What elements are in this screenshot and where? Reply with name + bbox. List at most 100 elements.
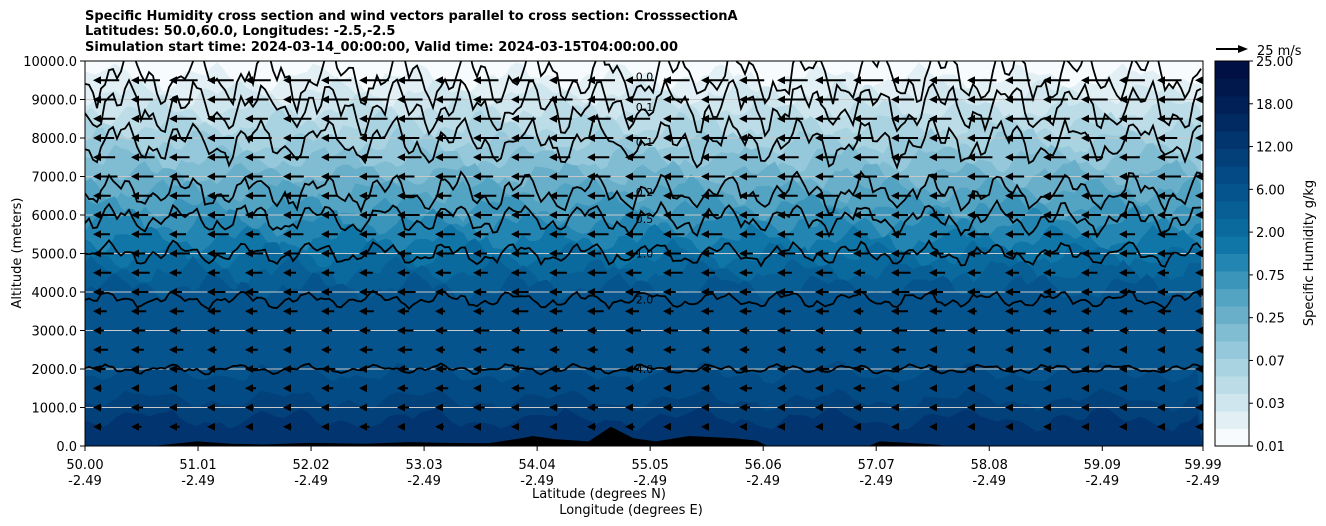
wind-arrow-head <box>853 134 861 142</box>
wind-arrow-head <box>701 76 709 85</box>
x-tick-label-lon: -2.49 <box>633 474 667 489</box>
wind-arrow-head <box>1005 403 1013 412</box>
wind-arrow-head <box>473 345 481 354</box>
wind-arrow-head <box>397 384 405 393</box>
wind-arrow-head <box>283 288 291 296</box>
wind-arrow-head <box>625 211 633 219</box>
wind-arrow-head <box>397 268 405 277</box>
wind-arrow <box>397 114 424 123</box>
wind-arrow-head <box>321 345 329 354</box>
wind-arrow <box>1081 95 1108 104</box>
wind-arrow-head <box>891 76 899 85</box>
wind-arrow-head <box>1157 95 1165 104</box>
colorbar-segment <box>1215 61 1249 79</box>
wind-arrow <box>967 307 977 316</box>
wind-arrow-head <box>549 288 557 296</box>
x-tick-label-lat: 50.00 <box>66 458 103 473</box>
wind-arrow-head <box>1043 191 1051 200</box>
wind-arrow <box>1119 307 1133 316</box>
wind-arrow-head <box>1081 307 1089 316</box>
wind-arrow <box>169 249 190 258</box>
wind-arrow-head <box>245 288 253 296</box>
wind-arrow <box>1119 422 1127 431</box>
wind-arrow <box>245 95 269 104</box>
wind-arrow <box>321 403 329 412</box>
wind-arrow-head <box>511 345 519 354</box>
wind-arrow-head <box>1119 95 1127 104</box>
wind-arrow-head <box>1081 268 1089 277</box>
wind-arrow-head <box>663 95 671 104</box>
wind-arrow-head <box>739 384 747 393</box>
wind-arrow <box>739 268 753 277</box>
wind-arrow <box>663 326 679 335</box>
wind-arrow-head <box>815 326 823 335</box>
wind-arrow <box>169 95 193 104</box>
wind-arrow-head <box>207 422 215 431</box>
wind-arrow <box>1195 288 1203 296</box>
wind-arrow <box>1195 153 1203 162</box>
wind-arrow-head <box>1043 365 1051 373</box>
wind-arrow-head <box>967 307 975 316</box>
wind-arrow <box>321 345 332 354</box>
wind-arrow-head <box>853 95 861 104</box>
wind-arrow <box>929 191 946 200</box>
colorbar-segment <box>1215 201 1249 219</box>
wind-arrow <box>435 134 462 142</box>
wind-arrow-head <box>511 172 519 181</box>
wind-arrow <box>777 268 792 277</box>
wind-arrow <box>1195 249 1203 258</box>
wind-arrow-head <box>1043 249 1051 258</box>
wind-arrow-head <box>207 345 215 354</box>
wind-arrow-head <box>245 307 253 316</box>
wind-arrow <box>169 365 183 373</box>
wind-arrow-head <box>815 345 823 354</box>
wind-arrow-head <box>511 365 519 373</box>
wind-arrow <box>1157 249 1174 258</box>
wind-arrow <box>245 172 263 181</box>
wind-arrow <box>815 307 829 316</box>
wind-arrow <box>853 114 877 123</box>
wind-arrow <box>245 345 258 354</box>
x-tick-label-lon: -2.49 <box>68 474 102 489</box>
wind-arrow-head <box>625 191 633 200</box>
wind-arrow <box>511 268 527 277</box>
wind-arrow <box>929 422 937 431</box>
wind-arrow <box>245 422 253 431</box>
wind-arrow-head <box>853 307 861 316</box>
wind-arrow <box>245 307 258 316</box>
y-tick-label: 0.0 <box>56 440 77 455</box>
wind-arrow-head <box>473 191 481 200</box>
wind-arrow <box>1081 268 1098 277</box>
wind-arrow <box>435 268 451 277</box>
x-tick-label-lon: -2.49 <box>859 474 893 489</box>
wind-arrow-head <box>321 134 329 142</box>
wind-arrow-head <box>1005 191 1013 200</box>
wind-arrow <box>511 403 519 412</box>
wind-arrow-head <box>397 307 405 316</box>
wind-arrow <box>511 95 539 104</box>
wind-arrow <box>245 249 264 258</box>
wind-arrow <box>1119 76 1145 85</box>
wind-arrow <box>1081 172 1104 181</box>
wind-arrow <box>207 76 234 85</box>
wind-arrow-head <box>663 211 671 219</box>
wind-arrow <box>853 307 864 316</box>
wind-arrow-head <box>1119 384 1127 393</box>
wind-arrow <box>739 172 757 181</box>
contour-line <box>85 362 1202 376</box>
wind-arrow <box>321 191 339 200</box>
wind-arrow <box>207 230 229 239</box>
wind-arrow-head <box>1195 365 1203 373</box>
x-tick-label-lon: -2.49 <box>520 474 554 489</box>
wind-arrow <box>777 307 792 316</box>
wind-arrow <box>1081 422 1089 431</box>
wind-arrow <box>587 422 596 431</box>
wind-arrow <box>663 249 682 258</box>
wind-arrow <box>891 153 918 162</box>
wind-arrow <box>1081 211 1101 219</box>
wind-arrow <box>359 95 388 104</box>
wind-arrow <box>1005 288 1021 296</box>
wind-arrow <box>169 384 177 393</box>
wind-arrow-head <box>777 307 785 316</box>
wind-arrow-head <box>739 288 747 296</box>
